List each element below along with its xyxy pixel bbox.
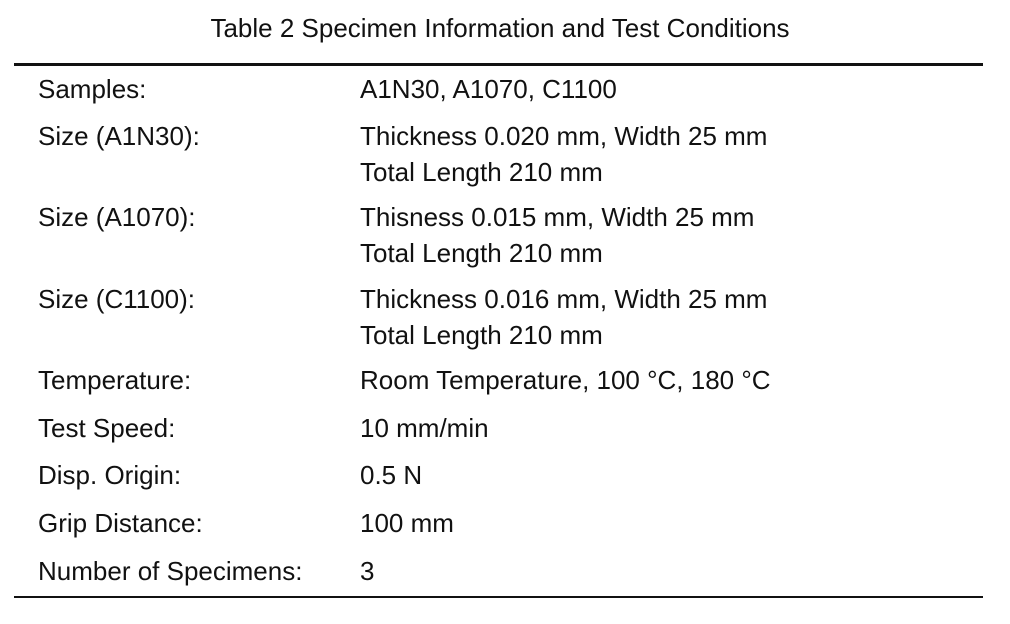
table-title: Table 2 Specimen Information and Test Co… bbox=[210, 13, 790, 43]
row-value: Total Length 210 mm bbox=[360, 157, 603, 187]
row-value: Room Temperature, 100 °C, 180 °C bbox=[360, 365, 771, 395]
row-label: Size (A1070): bbox=[38, 202, 196, 232]
row-value: 100 mm bbox=[360, 508, 454, 538]
row-value: Thisness 0.015 mm, Width 25 mm bbox=[360, 202, 755, 232]
row-label: Test Speed: bbox=[38, 413, 176, 443]
row-value: 3 bbox=[360, 556, 375, 586]
row-value: Total Length 210 mm bbox=[360, 320, 603, 350]
row-value: A1N30, A1070, C1100 bbox=[360, 74, 617, 104]
row-value: 0.5 N bbox=[360, 460, 423, 490]
row-label: Size (A1N30): bbox=[38, 121, 200, 151]
row-value: 10 mm/min bbox=[360, 413, 489, 443]
row-label: Grip Distance: bbox=[38, 508, 203, 538]
row-label: Temperature: bbox=[38, 365, 192, 395]
row-value: Thickness 0.016 mm, Width 25 mm bbox=[360, 284, 768, 314]
bottom-rule bbox=[14, 596, 983, 598]
row-label: Number of Specimens: bbox=[38, 556, 303, 586]
row-label: Samples: bbox=[38, 74, 147, 104]
top-rule bbox=[14, 63, 983, 66]
row-label: Disp. Origin: bbox=[38, 460, 182, 490]
row-value: Thickness 0.020 mm, Width 25 mm bbox=[360, 121, 768, 151]
row-label: Size (C1100): bbox=[38, 284, 196, 314]
row-value: Total Length 210 mm bbox=[360, 238, 603, 268]
